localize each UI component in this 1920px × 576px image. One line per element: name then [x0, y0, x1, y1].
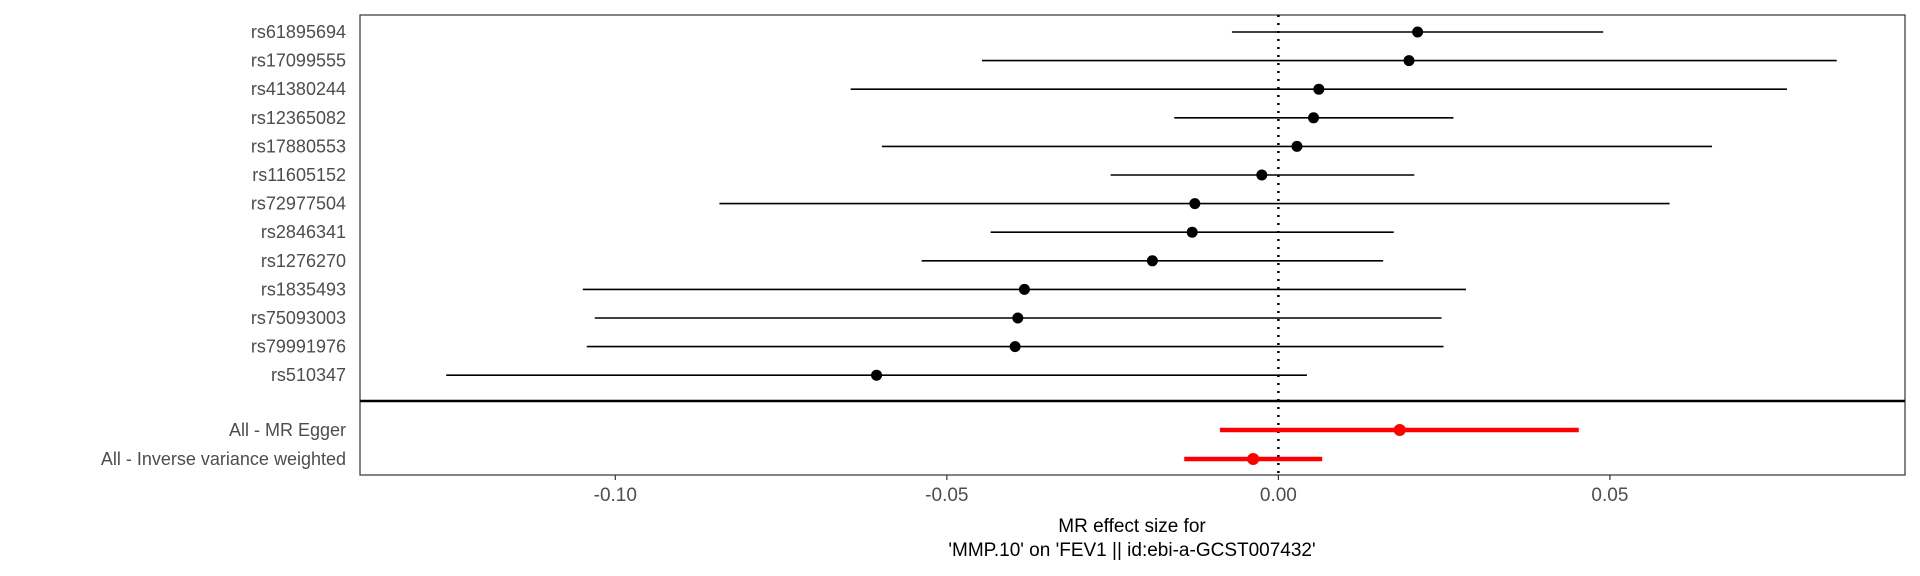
snp-row: rs1835493 — [261, 279, 1467, 299]
snp-estimate-point — [1308, 112, 1320, 124]
summary-estimate-point — [1247, 453, 1260, 465]
snp-label: rs75093003 — [251, 308, 346, 328]
snp-estimate-point — [1012, 312, 1024, 324]
snp-estimate-point — [1189, 198, 1201, 210]
snp-label: rs41380244 — [251, 79, 346, 99]
snp-row: rs41380244 — [251, 79, 1787, 99]
x-tick-label: -0.05 — [925, 485, 968, 506]
snp-estimate-point — [871, 369, 883, 381]
snp-label: rs1276270 — [261, 251, 346, 271]
snp-row: rs79991976 — [251, 337, 1444, 357]
snp-estimate-point — [1186, 226, 1198, 238]
snp-label: rs79991976 — [251, 337, 346, 357]
snp-row: rs2846341 — [261, 222, 1394, 242]
snp-estimate-point — [1009, 341, 1021, 353]
snp-row: rs61895694 — [251, 22, 1604, 42]
x-axis-title-line-1: MR effect size for — [1058, 516, 1206, 537]
panel-border — [359, 14, 1906, 476]
snp-row: rs17880553 — [251, 136, 1713, 156]
snp-label: rs61895694 — [251, 22, 346, 42]
estimate-rows: rs61895694 rs17099555 rs41380244 rs12365082… — [101, 22, 1837, 469]
snp-label: rs17099555 — [251, 51, 346, 71]
snp-estimate-point — [1018, 283, 1030, 295]
snp-label: rs11605152 — [252, 165, 346, 185]
snp-estimate-point — [1313, 83, 1325, 95]
snp-row: rs72977504 — [251, 194, 1670, 214]
snp-label: rs1835493 — [261, 279, 346, 299]
x-axis-title-line-2: 'MMP.10' on 'FEV1 || id:ebi-a-GCST007432… — [948, 540, 1315, 561]
snp-row: rs510347 — [271, 365, 1307, 385]
snp-row: rs11605152 — [252, 165, 1415, 185]
x-tick-label: 0.00 — [1260, 485, 1297, 506]
snp-row: rs1276270 — [261, 251, 1384, 271]
snp-label: rs12365082 — [251, 108, 346, 128]
snp-label: rs72977504 — [251, 194, 346, 214]
snp-label: rs2846341 — [261, 222, 346, 242]
summary-row: All - MR Egger — [229, 420, 1579, 440]
snp-estimate-point — [1256, 169, 1268, 181]
summary-estimate-point — [1393, 424, 1406, 436]
snp-label: rs17880553 — [251, 136, 346, 156]
snp-label: rs510347 — [271, 365, 346, 385]
snp-estimate-point — [1412, 26, 1424, 38]
summary-row: All - Inverse variance weighted — [101, 449, 1323, 469]
snp-row: rs12365082 — [251, 108, 1454, 128]
x-tick-label: -0.10 — [594, 485, 637, 506]
snp-row: rs17099555 — [251, 51, 1837, 71]
summary-label: All - Inverse variance weighted — [101, 449, 346, 469]
snp-estimate-point — [1146, 255, 1158, 267]
snp-row: rs75093003 — [251, 308, 1442, 328]
x-tick-label: 0.05 — [1591, 485, 1628, 506]
snp-estimate-point — [1403, 55, 1415, 67]
snp-estimate-point — [1291, 140, 1303, 152]
summary-label: All - MR Egger — [229, 420, 346, 440]
x-axis: -0.10 -0.05 0.00 0.05 — [594, 475, 1628, 506]
